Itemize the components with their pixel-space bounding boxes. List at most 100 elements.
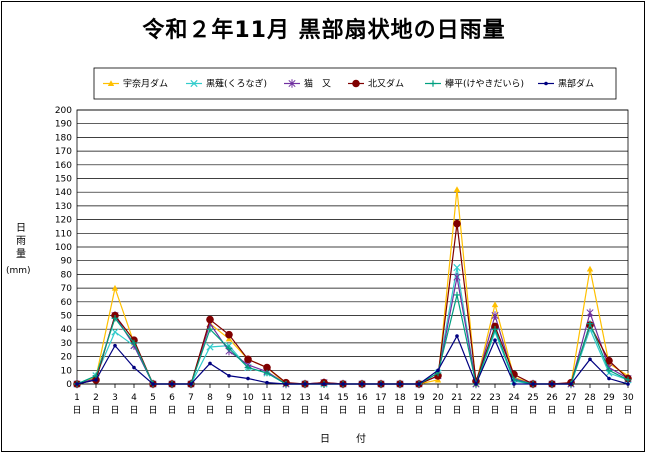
x-tick-label: 18 [394, 393, 406, 403]
y-tick-label: 30 [61, 339, 73, 349]
data-point [493, 338, 497, 342]
data-point [111, 315, 119, 322]
legend-label: 黒薙(くろなぎ) [206, 78, 267, 90]
data-point [417, 382, 421, 386]
data-point [586, 308, 594, 317]
data-point [605, 367, 613, 374]
data-point [436, 368, 440, 373]
y-tick-label: 180 [55, 133, 72, 143]
data-point [263, 369, 271, 377]
series-line [76, 267, 629, 387]
x-tick-label: 5 [150, 393, 156, 403]
data-point [569, 382, 573, 386]
data-point [605, 356, 613, 365]
x-tick-label: 24 [508, 393, 520, 403]
data-point [244, 355, 252, 364]
legend: 宇奈月ダム 黒薙(くろなぎ) 猫 又 北又ダム 欅平(けやきだいら) 黒部ダム [93, 67, 617, 100]
x-tick-suffix: 日 [490, 405, 499, 416]
x-tick-label: 27 [565, 393, 576, 403]
legend-item: 黒薙(くろなぎ) [186, 78, 267, 90]
x-tick-label: 16 [356, 393, 368, 403]
x-tick-label: 10 [242, 393, 254, 403]
x-tick-suffix: 日 [186, 405, 195, 416]
data-point [624, 376, 632, 384]
x-tick-suffix: 日 [623, 405, 632, 416]
series-plus [73, 291, 632, 388]
x-tick-label: 17 [375, 393, 386, 403]
x-tick-suffix: 日 [72, 405, 81, 416]
x-tick-suffix: 日 [433, 405, 442, 416]
data-point [303, 382, 307, 386]
x-tick-suffix: 日 [604, 405, 613, 416]
y-tick-label: 130 [55, 202, 72, 212]
legend-label: 北又ダム [368, 78, 404, 90]
y-tick-label: 90 [61, 257, 73, 267]
x-tick-suffix: 日 [471, 405, 480, 416]
legend-label: 猫 又 [304, 78, 331, 90]
x-tick-suffix: 日 [243, 405, 252, 416]
data-point [113, 343, 117, 348]
data-point [225, 345, 233, 352]
data-point [132, 365, 136, 370]
x-tick-label: 22 [470, 393, 481, 403]
data-point [586, 265, 594, 272]
x-tick-label: 14 [318, 393, 330, 403]
data-point [626, 382, 630, 386]
x-tick-label: 13 [299, 393, 310, 403]
data-point [455, 334, 459, 338]
data-point [352, 79, 360, 88]
series-x [73, 263, 632, 388]
series-star [73, 272, 632, 389]
series-group [73, 186, 632, 389]
legend-label: 宇奈月ダム [123, 78, 168, 90]
data-point [208, 361, 212, 366]
y-axis-label-char: 雨 [16, 236, 26, 247]
x-tick-suffix: 日 [509, 405, 518, 416]
data-point [588, 357, 592, 362]
x-tick-suffix: 日 [167, 405, 176, 416]
data-point [531, 382, 535, 386]
x-tick-labels: 1日2日3日4日5日6日7日8日9日10日11日12日13日14日15日16日1… [72, 384, 634, 416]
x-tick-suffix: 日 [262, 405, 271, 416]
data-point [225, 330, 233, 339]
x-tick-suffix: 日 [452, 405, 461, 416]
y-tick-label: 50 [61, 312, 73, 322]
data-point [322, 382, 326, 386]
x-tick-label: 21 [451, 393, 462, 403]
data-point [607, 376, 611, 381]
data-point [94, 378, 98, 382]
x-tick-suffix: 日 [414, 405, 423, 416]
data-point [512, 382, 516, 386]
series-line [76, 334, 629, 386]
data-point [190, 79, 198, 88]
y-tick-label: 200 [55, 106, 72, 116]
legend-item: 北又ダム [348, 78, 404, 90]
y-tick-label: 170 [55, 147, 72, 157]
data-point [263, 363, 271, 372]
y-tick-label: 150 [55, 175, 72, 185]
y-tick-label: 10 [61, 366, 73, 376]
marker-stroke [206, 343, 214, 351]
data-point [288, 79, 296, 88]
x-tick-suffix: 日 [129, 405, 138, 416]
y-tick-label: 70 [61, 284, 73, 294]
x-tick-suffix: 日 [224, 405, 233, 416]
y-tick-label: 120 [55, 216, 72, 226]
x-tick-label: 3 [112, 393, 118, 403]
data-point [206, 315, 214, 324]
data-point [474, 382, 478, 386]
x-tick-label: 6 [169, 393, 175, 403]
series-circle [73, 219, 632, 388]
y-axis-label-char: 日 [16, 223, 26, 234]
x-tick-suffix: 日 [281, 405, 290, 416]
data-point [111, 284, 119, 291]
data-point [130, 339, 138, 347]
x-tick-suffix: 日 [585, 405, 594, 416]
x-tick-label: 26 [546, 393, 558, 403]
x-tick-suffix: 日 [110, 405, 119, 416]
marker-stroke [190, 79, 198, 88]
data-point [265, 380, 269, 385]
data-point [244, 364, 252, 371]
marker-stroke [111, 328, 119, 336]
